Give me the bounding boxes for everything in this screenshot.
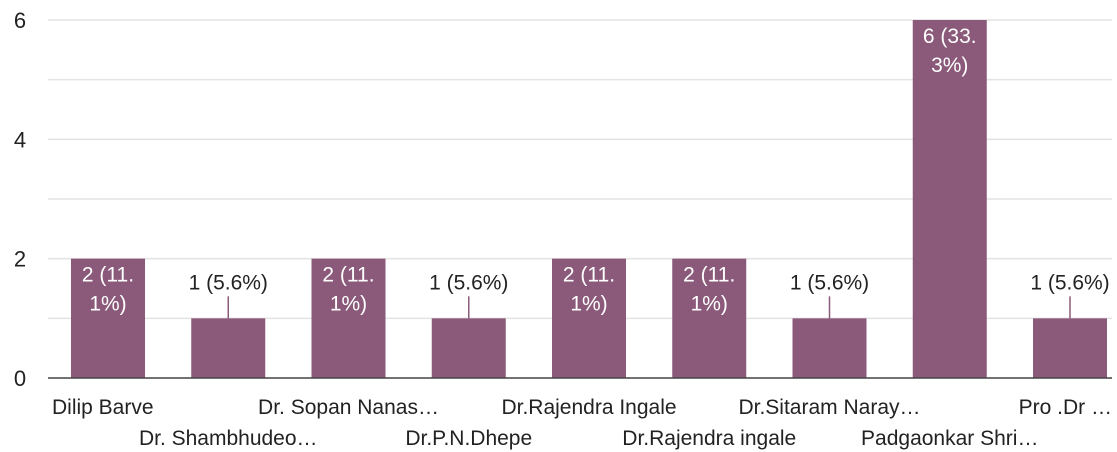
- x-axis-category-labels: Dilip Barve Dr. Shambhudeo… Dr. Sopan Nana…: [52, 396, 1112, 450]
- x-category-label: Padgaonkar Shri…: [861, 427, 1038, 450]
- x-category-label: Dr.Sitaram Naray…: [738, 396, 920, 419]
- x-category-label: Pro .Dr …: [1019, 396, 1112, 419]
- y-tick-label: 6: [14, 8, 26, 33]
- data-label: 3%): [931, 54, 968, 77]
- y-tick-label: 2: [14, 247, 26, 272]
- x-category-label: Dilip Barve: [52, 396, 154, 419]
- bar: [191, 318, 266, 378]
- data-labels: 2 (11. 1%) 1 (5.6%) 2 (11. 1%) 1 (5.6%) 2 (11.…: [82, 25, 1110, 319]
- y-axis-ticks: 0 2 4 6: [14, 8, 26, 391]
- bars: [71, 20, 1107, 378]
- data-label: 1 (5.6%): [1030, 271, 1109, 294]
- bar: [672, 258, 747, 378]
- data-label: 1%): [570, 293, 607, 316]
- bar: [912, 20, 987, 378]
- y-tick-label: 4: [14, 127, 26, 152]
- data-label: 1%): [89, 293, 126, 316]
- data-label: 2 (11.: [563, 264, 615, 287]
- data-label: 1%): [330, 293, 367, 316]
- data-label: 1 (5.6%): [429, 271, 508, 294]
- x-category-label: Dr.Rajendra ingale: [622, 427, 796, 450]
- bar: [71, 258, 145, 378]
- data-label: 2 (11.: [322, 264, 374, 287]
- data-label: 1 (5.6%): [189, 271, 268, 294]
- x-category-label: Dr.P.N.Dhepe: [405, 427, 532, 450]
- bar: [792, 318, 867, 378]
- x-category-label: Dr. Shambhudeo…: [139, 427, 318, 450]
- bar: [431, 318, 506, 378]
- data-label: 2 (11.: [82, 264, 134, 287]
- y-tick-label: 0: [14, 366, 26, 391]
- bar: [1033, 318, 1107, 378]
- x-category-label: Dr. Sopan Nanas…: [258, 396, 439, 419]
- data-label: 6 (33.: [923, 25, 977, 48]
- data-label: 1%): [691, 293, 728, 316]
- data-label: 2 (11.: [683, 264, 735, 287]
- data-label: 1 (5.6%): [790, 271, 869, 294]
- x-category-label: Dr.Rajendra Ingale: [501, 396, 676, 419]
- bar: [552, 258, 626, 378]
- bar: [311, 258, 386, 378]
